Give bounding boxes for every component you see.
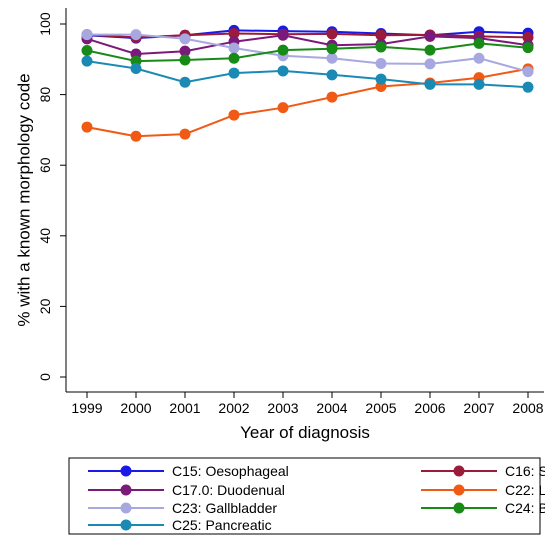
x-tick-label: 1999	[71, 400, 102, 416]
data-point	[522, 81, 534, 93]
x-tick-label: 2001	[169, 400, 200, 416]
data-point	[228, 28, 240, 40]
legend-swatch-marker	[120, 465, 132, 477]
data-point	[179, 128, 191, 140]
data-point	[326, 69, 338, 81]
data-point	[326, 43, 338, 55]
series-line	[86, 67, 529, 138]
x-tick-label: 2007	[463, 400, 494, 416]
y-tick-label: 80	[37, 87, 53, 103]
data-point	[130, 130, 142, 142]
data-point	[277, 65, 289, 77]
data-point	[81, 121, 93, 133]
series-line	[86, 34, 529, 56]
x-tick-label: 2002	[218, 400, 249, 416]
legend-swatch-marker	[453, 484, 465, 496]
series-line	[86, 42, 529, 63]
axes: 0 20 40 60 80 100 1999 2000 2001 2002 2003 2004 2005…	[15, 8, 544, 442]
data-point	[228, 109, 240, 121]
y-tick-label: 40	[37, 228, 53, 244]
legend-box	[68, 457, 541, 535]
series-line	[86, 60, 529, 89]
data-point	[326, 28, 338, 40]
data-point	[179, 76, 191, 88]
legend-swatch-marker	[453, 465, 465, 477]
x-tick-label: 2000	[120, 400, 151, 416]
x-tick-label: 2006	[414, 400, 445, 416]
data-point	[130, 62, 142, 74]
y-tick-label: 100	[37, 12, 53, 36]
data-point	[277, 44, 289, 56]
data-point	[522, 42, 534, 54]
legend-label: C24: Biliary	[505, 500, 545, 516]
legend-swatch-marker	[453, 502, 465, 514]
data-point	[228, 52, 240, 64]
legend-swatch-marker	[120, 484, 132, 496]
plot-area	[81, 24, 534, 142]
data-point	[375, 58, 387, 70]
data-point	[473, 78, 485, 90]
data-point	[424, 44, 436, 56]
data-point	[228, 67, 240, 79]
data-point	[473, 37, 485, 49]
y-axis-title: % with a known morphology code	[15, 73, 34, 326]
x-axis-title: Year of diagnosis	[240, 423, 370, 442]
data-point	[326, 91, 338, 103]
data-point	[424, 58, 436, 70]
data-point	[130, 29, 142, 41]
data-point	[522, 31, 534, 43]
x-tick-label: 2008	[512, 400, 543, 416]
data-point	[326, 52, 338, 64]
legend-label: C23: Gallbladder	[172, 500, 277, 516]
y-tick-label: 60	[37, 157, 53, 173]
legend-label: C15: Oesophageal	[172, 463, 289, 479]
y-tick-label: 20	[37, 298, 53, 314]
data-point	[375, 73, 387, 85]
data-point	[179, 33, 191, 45]
data-point	[228, 42, 240, 54]
legend-label: C22: Liver	[505, 482, 545, 498]
data-point	[424, 78, 436, 90]
data-point	[81, 55, 93, 67]
data-point	[81, 29, 93, 41]
x-tick-label: 2003	[267, 400, 298, 416]
data-point	[375, 29, 387, 41]
series-line	[87, 33, 529, 73]
data-point	[522, 66, 534, 78]
legend-label: C17.0: Duodenual	[172, 482, 285, 498]
legend-swatch-marker	[120, 502, 132, 514]
data-point	[277, 29, 289, 41]
legend-label: C25: Pancreatic	[172, 517, 272, 533]
data-point	[179, 45, 191, 57]
data-point	[424, 30, 436, 42]
legend-swatch-marker	[120, 519, 132, 531]
data-point	[277, 102, 289, 114]
data-point	[179, 54, 191, 66]
x-tick-label: 2005	[365, 400, 396, 416]
y-tick-label: 0	[37, 373, 53, 381]
data-point	[81, 44, 93, 56]
data-point	[375, 41, 387, 53]
legend-label: C16: Stomach	[505, 463, 545, 479]
legend: C15: Oesophageal C16: Stomach C17.0: Duode…	[68, 457, 545, 535]
data-point	[473, 52, 485, 64]
x-tick-label: 2004	[316, 400, 347, 416]
